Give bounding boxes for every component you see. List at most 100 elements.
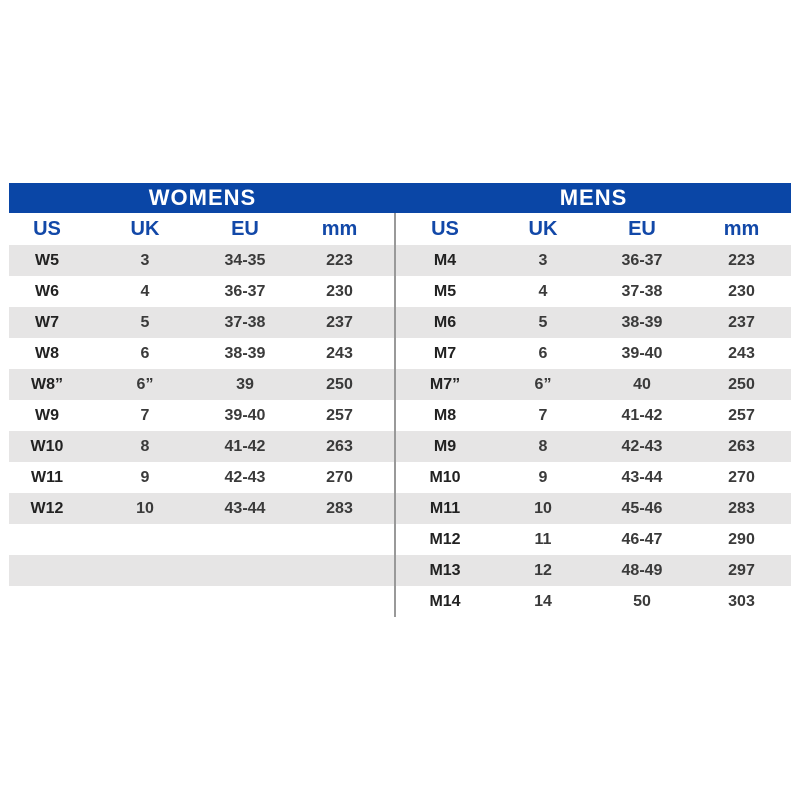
cell-uk: 10 [136,499,154,517]
column-header-us: US [33,217,61,240]
cell-us: M10 [429,468,461,486]
cell-eu: 42-43 [224,468,266,486]
cell-eu: 41-42 [621,406,663,424]
cell-uk: 9 [538,468,548,486]
table-row: M4 3 36-37 223 [396,245,791,276]
cell-eu: 36-37 [621,251,663,269]
table-row: M11 10 45-46 283 [396,493,791,524]
table-row: W6 4 36-37 230 [9,276,394,307]
cell-mm: 237 [326,313,353,331]
cell-uk: 3 [538,251,548,269]
cell-uk: 7 [140,406,150,424]
cell-uk: 5 [140,313,150,331]
column-header-uk: UK [528,217,558,240]
table-row: W5 3 34-35 223 [9,245,394,276]
cell-mm: 290 [728,530,755,548]
cell-us: W6 [35,282,59,300]
cell-uk: 7 [538,406,548,424]
cell-eu: 46-47 [621,530,663,548]
column-header-us: US [431,217,459,240]
table-row: M5 4 37-38 230 [396,276,791,307]
cell-us: M7 [433,344,457,362]
table-row: M7” 6” 40 250 [396,369,791,400]
cell-mm: 230 [728,282,755,300]
cell-mm: 257 [326,406,353,424]
cell-eu: 39 [236,375,254,393]
cell-uk: 8 [538,437,548,455]
cell-uk: 14 [534,592,552,610]
cell-us: W7 [35,313,59,331]
cell-us: W9 [35,406,59,424]
cell-us: M9 [433,437,457,455]
cell-us: M13 [429,561,461,579]
cell-us: M11 [429,499,461,517]
cell-eu: 37-38 [621,282,663,300]
column-header-uk: UK [130,217,160,240]
cell-us: W8” [31,375,63,393]
cell-eu: 39-40 [621,344,663,362]
empty-row [9,524,394,555]
cell-eu: 37-38 [224,313,266,331]
cell-mm: 283 [326,499,353,517]
table-row: M9 8 42-43 263 [396,431,791,462]
table-row: M8 7 41-42 257 [396,400,791,431]
cell-us: M8 [433,406,457,424]
table-row: W7 5 37-38 237 [9,307,394,338]
cell-uk: 12 [534,561,552,579]
cell-eu: 43-44 [621,468,663,486]
cell-uk: 6 [538,344,548,362]
cell-us: M4 [433,251,457,269]
table-row: M7 6 39-40 243 [396,338,791,369]
table-row: W11 9 42-43 270 [9,462,394,493]
cell-mm: 257 [728,406,755,424]
header-row: US UK EU mm [396,213,791,245]
cell-uk: 9 [140,468,150,486]
cell-uk: 8 [140,437,150,455]
cell-eu: 50 [633,592,651,610]
womens-table: US UK EU mm W5 3 34-35 223 W6 4 36-37 230 W7 5 37-38 23… [9,213,396,617]
cell-eu: 39-40 [224,406,266,424]
cell-mm: 243 [728,344,755,362]
womens-title: WOMENS [148,185,257,210]
title-bar: WOMENS MENS [9,183,791,213]
cell-uk: 3 [140,251,150,269]
table-row: W8 6 38-39 243 [9,338,394,369]
mens-title: MENS [559,185,628,210]
cell-mm: 223 [728,251,755,269]
table-row: M13 12 48-49 297 [396,555,791,586]
cell-eu: 41-42 [224,437,266,455]
cell-mm: 223 [326,251,353,269]
cell-us: W12 [30,499,64,517]
table-row: M6 5 38-39 237 [396,307,791,338]
cell-mm: 270 [728,468,755,486]
cell-mm: 303 [728,592,755,610]
table-row: M14 14 50 303 [396,586,791,617]
cell-mm: 230 [326,282,353,300]
cell-us: M14 [429,592,461,610]
cell-eu: 38-39 [224,344,266,362]
cell-uk: 6” [534,375,552,393]
empty-row [9,555,394,586]
cell-eu: 48-49 [621,561,663,579]
mens-table: US UK EU mm M4 3 36-37 223 M5 4 37-38 230 M6 5 38-39 23… [396,213,791,617]
cell-us: W8 [35,344,59,362]
table-row: M12 11 46-47 290 [396,524,791,555]
column-header-mm: mm [321,217,358,240]
cell-uk: 6 [140,344,150,362]
cell-us: M6 [433,313,457,331]
cell-eu: 45-46 [621,499,663,517]
cell-uk: 10 [534,499,552,517]
size-chart: WOMENS MENS US UK EU mm W5 3 34-35 223 W6 4 36-37 2… [9,183,791,617]
cell-eu: 40 [633,375,651,393]
table-row: W9 7 39-40 257 [9,400,394,431]
cell-us: W11 [30,468,63,486]
column-header-eu: EU [231,217,259,240]
cell-uk: 4 [140,282,150,300]
column-header-eu: EU [628,217,656,240]
cell-mm: 263 [728,437,755,455]
cell-mm: 250 [326,375,353,393]
cell-mm: 297 [728,561,755,579]
cell-uk: 5 [538,313,548,331]
cell-us: M12 [429,530,461,548]
column-header-mm: mm [723,217,760,240]
